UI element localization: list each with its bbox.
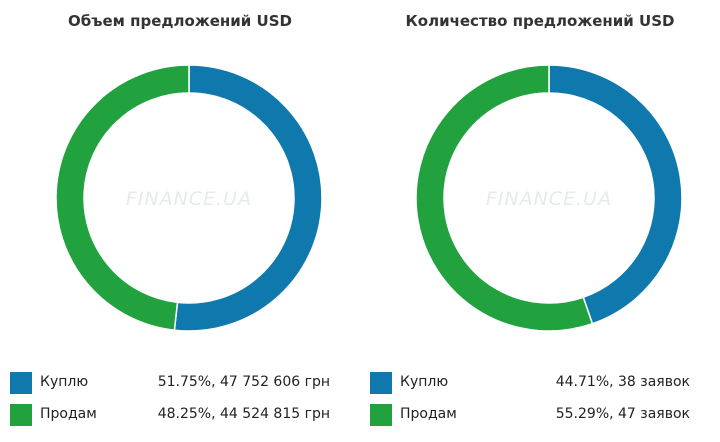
legend-row-sell: Продам 55.29%, 47 заявок <box>370 402 710 434</box>
chart-volume-panel: Объем предложений USD FINANCE.UA Куплю 5… <box>10 12 350 434</box>
legend-swatch-sell <box>10 404 32 426</box>
legend-row-sell: Продам 48.25%, 44 524 815 грн <box>10 402 350 434</box>
legend-row-buy: Куплю 44.71%, 38 заявок <box>370 370 710 402</box>
legend-value: 51.75%, 47 752 606 грн <box>157 374 330 390</box>
count-donut-chart: FINANCE.UA <box>415 64 683 332</box>
legend-label: Продам <box>40 406 97 422</box>
legend-value: 44.71%, 38 заявок <box>555 374 690 390</box>
legend-row-buy: Куплю 51.75%, 47 752 606 грн <box>10 370 350 402</box>
chart-title: Количество предложений USD <box>405 12 675 30</box>
volume-donut-chart: FINANCE.UA <box>55 64 323 332</box>
legend-swatch-sell <box>370 404 392 426</box>
legend: Куплю 44.71%, 38 заявок Продам 55.29%, 4… <box>370 370 710 434</box>
legend-value: 55.29%, 47 заявок <box>555 406 690 422</box>
legend-label: Куплю <box>40 374 89 390</box>
watermark-logo: FINANCE.UA <box>486 188 612 210</box>
legend-value: 48.25%, 44 524 815 грн <box>157 406 330 422</box>
donut-slice-sell <box>55 64 190 332</box>
legend-label: Куплю <box>400 374 449 390</box>
watermark-logo: FINANCE.UA <box>126 188 252 210</box>
chart-title: Объем предложений USD <box>68 12 292 30</box>
chart-count-panel: Количество предложений USD FINANCE.UA Ку… <box>360 0 720 442</box>
legend-label: Продам <box>400 406 457 422</box>
legend: Куплю 51.75%, 47 752 606 грн Продам 48.2… <box>10 370 350 434</box>
donut-slice-buy <box>173 64 323 332</box>
legend-swatch-buy <box>10 372 32 394</box>
legend-swatch-buy <box>370 372 392 394</box>
donut-slice-sell <box>415 64 594 332</box>
